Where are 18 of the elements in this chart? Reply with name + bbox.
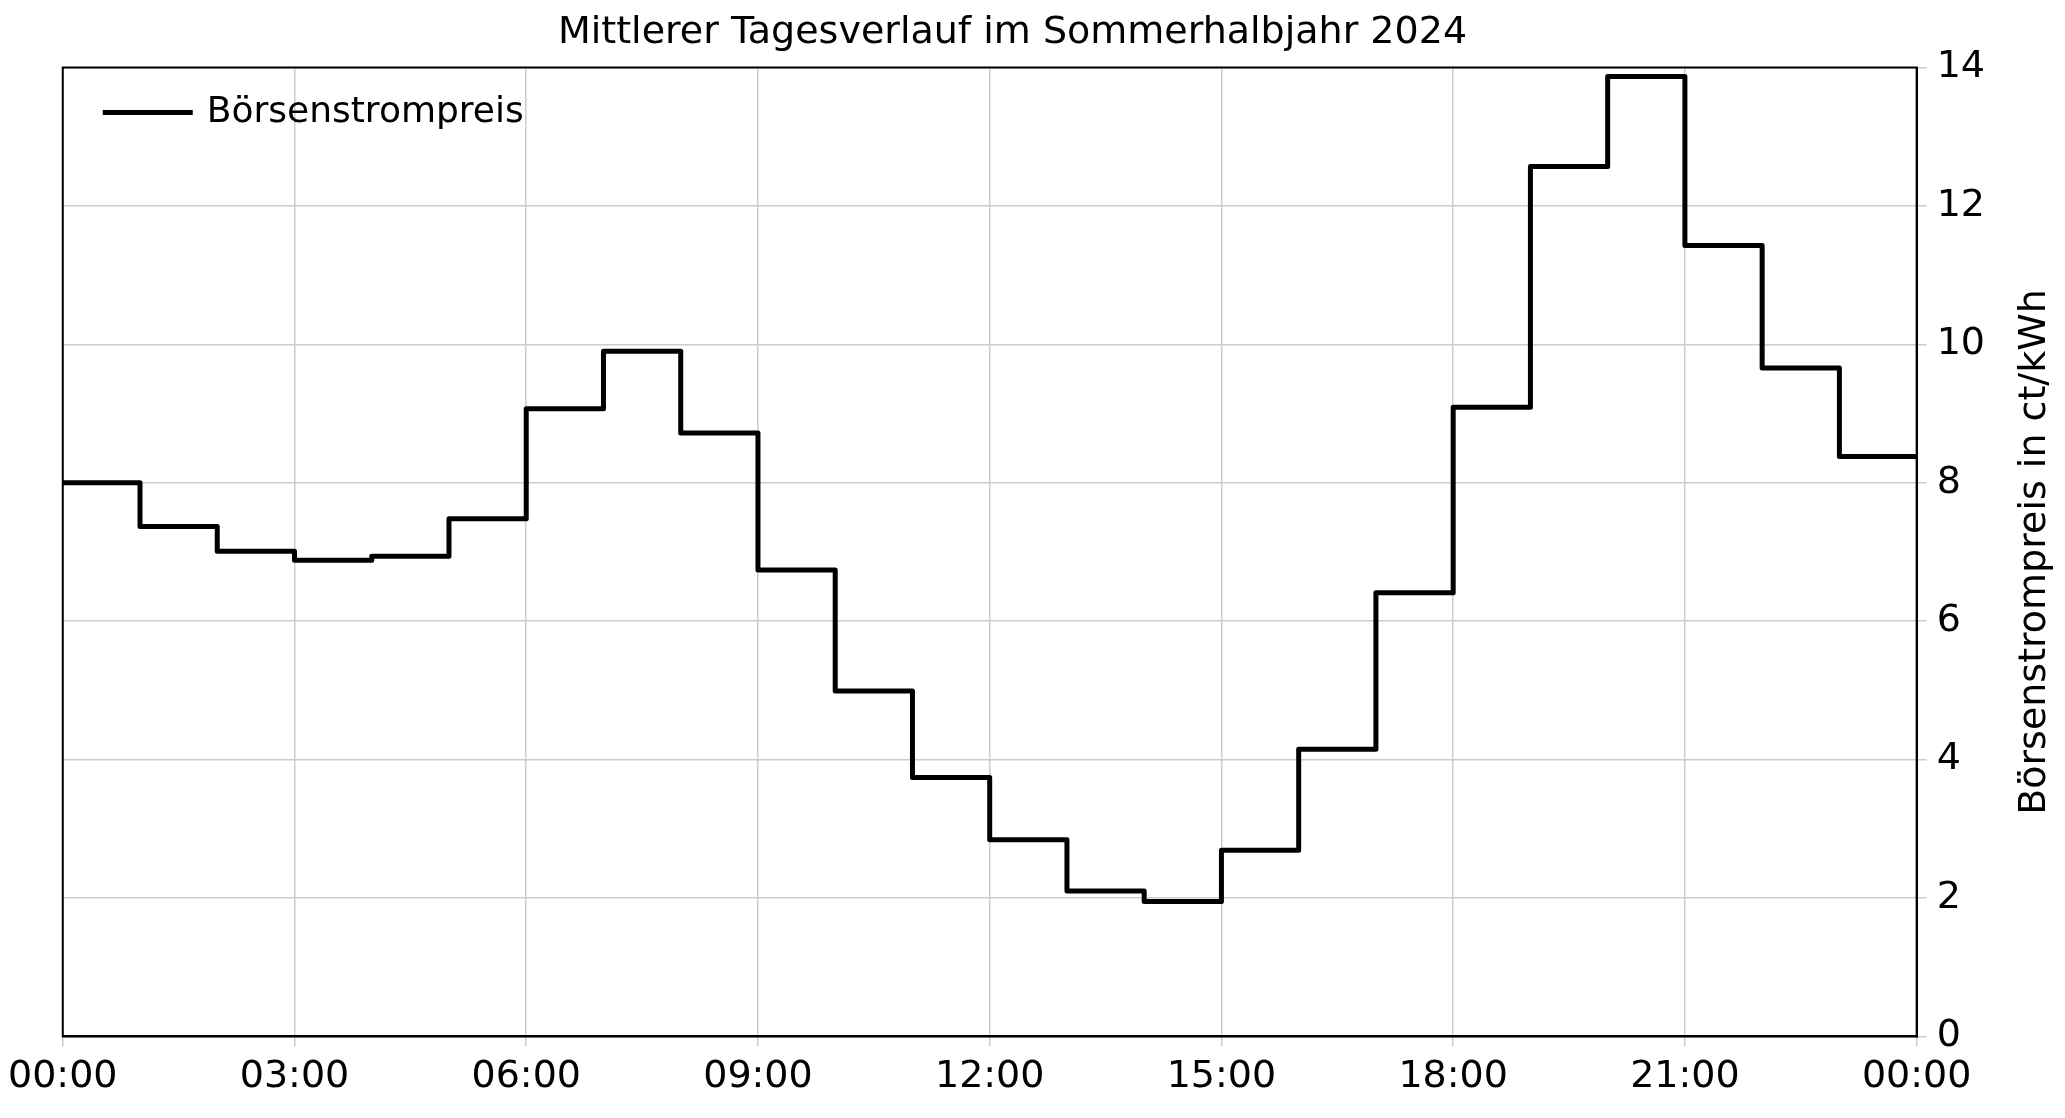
y-tick-label: 12 <box>1936 180 1986 225</box>
x-tick-label: 18:00 <box>1398 1052 1508 1097</box>
y-tick-label: 14 <box>1936 42 1986 87</box>
x-tick-label: 00:00 <box>8 1052 118 1097</box>
y-tick-label: 4 <box>1936 734 1961 779</box>
y-axis-title: Börsenstrompreis in ct/kWh <box>2009 289 2054 815</box>
x-tick-label: 21:00 <box>1630 1052 1740 1097</box>
x-tick-label: 15:00 <box>1166 1052 1277 1097</box>
y-tick-label: 6 <box>1936 596 1961 641</box>
x-tick-label: 12:00 <box>934 1052 1045 1097</box>
y-tick-label: 10 <box>1936 319 1986 364</box>
y-tick-label: 2 <box>1936 872 1961 917</box>
x-tick-label: 09:00 <box>703 1052 813 1097</box>
chart-title: Mittlerer Tagesverlauf im Sommerhalbjahr 2024 <box>557 7 1468 52</box>
y-tick-label: 8 <box>1936 457 1961 502</box>
x-tick-label: 03:00 <box>239 1052 350 1097</box>
x-tick-label: 06:00 <box>471 1052 581 1097</box>
legend-label: Börsenstrompreis <box>206 88 524 130</box>
